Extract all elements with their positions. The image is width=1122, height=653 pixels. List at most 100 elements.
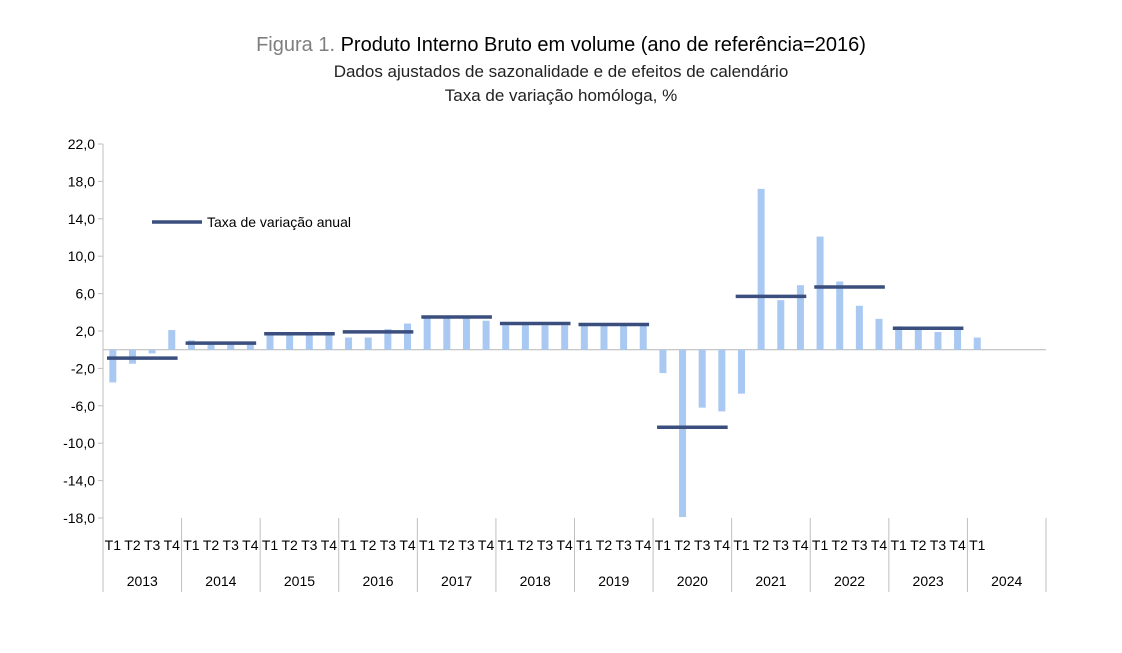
quarter-label: T3 — [694, 537, 711, 553]
bar-2013-T4 — [168, 330, 176, 350]
quarter-label: T3 — [773, 537, 790, 553]
bar-2018-T1 — [502, 325, 510, 350]
bar-2017-T2 — [443, 317, 451, 350]
chart-titles: Figura 1. Produto Interno Bruto em volum… — [0, 30, 1122, 108]
quarter-label: T2 — [753, 537, 770, 553]
bar-2019-T2 — [600, 325, 608, 350]
y-tick-label: -14,0 — [63, 473, 95, 489]
year-label: 2024 — [991, 573, 1022, 589]
bar-2021-T2 — [757, 188, 765, 350]
quarter-label: T4 — [242, 537, 259, 553]
quarter-label: T1 — [183, 537, 200, 553]
quarter-label: T3 — [930, 537, 947, 553]
year-label: 2019 — [598, 573, 629, 589]
bar-2022-T1 — [816, 236, 824, 350]
quarter-label: T3 — [301, 537, 318, 553]
quarter-label: T1 — [105, 537, 122, 553]
bar-2019-T4 — [639, 325, 647, 350]
bar-2016-T2 — [364, 337, 372, 350]
y-tick-label: 6,0 — [76, 286, 96, 302]
bar-2014-T3 — [227, 344, 235, 350]
quarter-label: T2 — [203, 537, 220, 553]
year-label: 2013 — [127, 573, 158, 589]
bar-2017-T4 — [482, 320, 490, 350]
bar-2022-T4 — [875, 318, 883, 350]
year-label: 2022 — [834, 573, 865, 589]
bar-2015-T1 — [266, 331, 274, 350]
year-label: 2014 — [205, 573, 236, 589]
bar-2020-T3 — [698, 349, 706, 408]
bar-2020-T4 — [718, 349, 726, 412]
quarter-label: T4 — [399, 537, 416, 553]
bar-2022-T3 — [855, 305, 863, 350]
title-text: Produto Interno Bruto em volume (ano de … — [340, 34, 866, 56]
bar-2016-T4 — [404, 323, 412, 350]
quarter-label: T3 — [458, 537, 475, 553]
y-tick-label: -18,0 — [63, 510, 95, 526]
quarter-label: T2 — [910, 537, 927, 553]
year-label: 2017 — [441, 573, 472, 589]
y-tick-label: 2,0 — [76, 323, 96, 339]
bar-2013-T3 — [148, 349, 156, 354]
quarter-label: T4 — [478, 537, 495, 553]
bar-2023-T1 — [895, 326, 903, 350]
bar-2020-T2 — [679, 349, 687, 518]
y-tick-label: 22,0 — [68, 136, 95, 152]
figure-label: Figura 1. — [256, 34, 336, 56]
legend-label: Taxa de variação anual — [207, 214, 351, 230]
quarter-label: T1 — [655, 537, 672, 553]
bar-2019-T1 — [580, 325, 588, 350]
bar-2015-T2 — [286, 333, 294, 350]
bar-2023-T4 — [954, 329, 962, 350]
quarter-label: T2 — [596, 537, 613, 553]
bar-2013-T1 — [109, 349, 117, 383]
quarter-label: T4 — [164, 537, 181, 553]
bar-2021-T4 — [796, 285, 804, 350]
y-tick-label: -6,0 — [71, 398, 95, 414]
quarter-label: T4 — [321, 537, 338, 553]
quarter-label: T1 — [419, 537, 436, 553]
quarter-label: T2 — [281, 537, 298, 553]
quarter-label: T3 — [537, 537, 554, 553]
quarter-label: T2 — [439, 537, 456, 553]
bar-2023-T2 — [914, 328, 922, 350]
bar-2023-T3 — [934, 331, 942, 350]
quarter-label: T2 — [517, 537, 534, 553]
quarter-label: T4 — [792, 537, 809, 553]
bar-2017-T1 — [423, 316, 431, 350]
quarter-label: T1 — [340, 537, 357, 553]
quarter-label: T3 — [144, 537, 161, 553]
bar-2019-T3 — [620, 325, 628, 350]
bar-2020-T1 — [659, 349, 667, 374]
bar-2015-T4 — [325, 334, 333, 350]
quarter-label: T2 — [360, 537, 377, 553]
chart-title: Figura 1. Produto Interno Bruto em volum… — [0, 30, 1122, 60]
quarter-label: T2 — [124, 537, 141, 553]
year-label: 2016 — [362, 573, 393, 589]
year-label: 2018 — [520, 573, 551, 589]
y-tick-label: 18,0 — [68, 173, 95, 189]
y-tick-label: 10,0 — [68, 248, 95, 264]
year-label: 2023 — [913, 573, 944, 589]
quarter-label: T1 — [733, 537, 750, 553]
quarter-label: T1 — [812, 537, 829, 553]
bar-2024-T1 — [973, 337, 981, 350]
bar-2016-T1 — [345, 337, 353, 350]
year-label: 2020 — [677, 573, 708, 589]
quarter-label: T2 — [832, 537, 849, 553]
bar-2014-T1 — [187, 340, 195, 350]
bar-2015-T3 — [305, 333, 313, 350]
bar-2017-T3 — [462, 317, 470, 350]
year-label: 2021 — [755, 573, 786, 589]
quarter-label: T1 — [498, 537, 515, 553]
quarter-label: T1 — [576, 537, 593, 553]
quarter-label: T4 — [949, 537, 966, 553]
quarter-label: T4 — [557, 537, 574, 553]
y-tick-label: -10,0 — [63, 435, 95, 451]
bar-2021-T1 — [737, 349, 745, 394]
bar-2016-T3 — [384, 329, 392, 350]
bar-2021-T3 — [777, 300, 785, 350]
bar-2022-T2 — [836, 281, 844, 350]
y-tick-label: 14,0 — [68, 211, 95, 227]
